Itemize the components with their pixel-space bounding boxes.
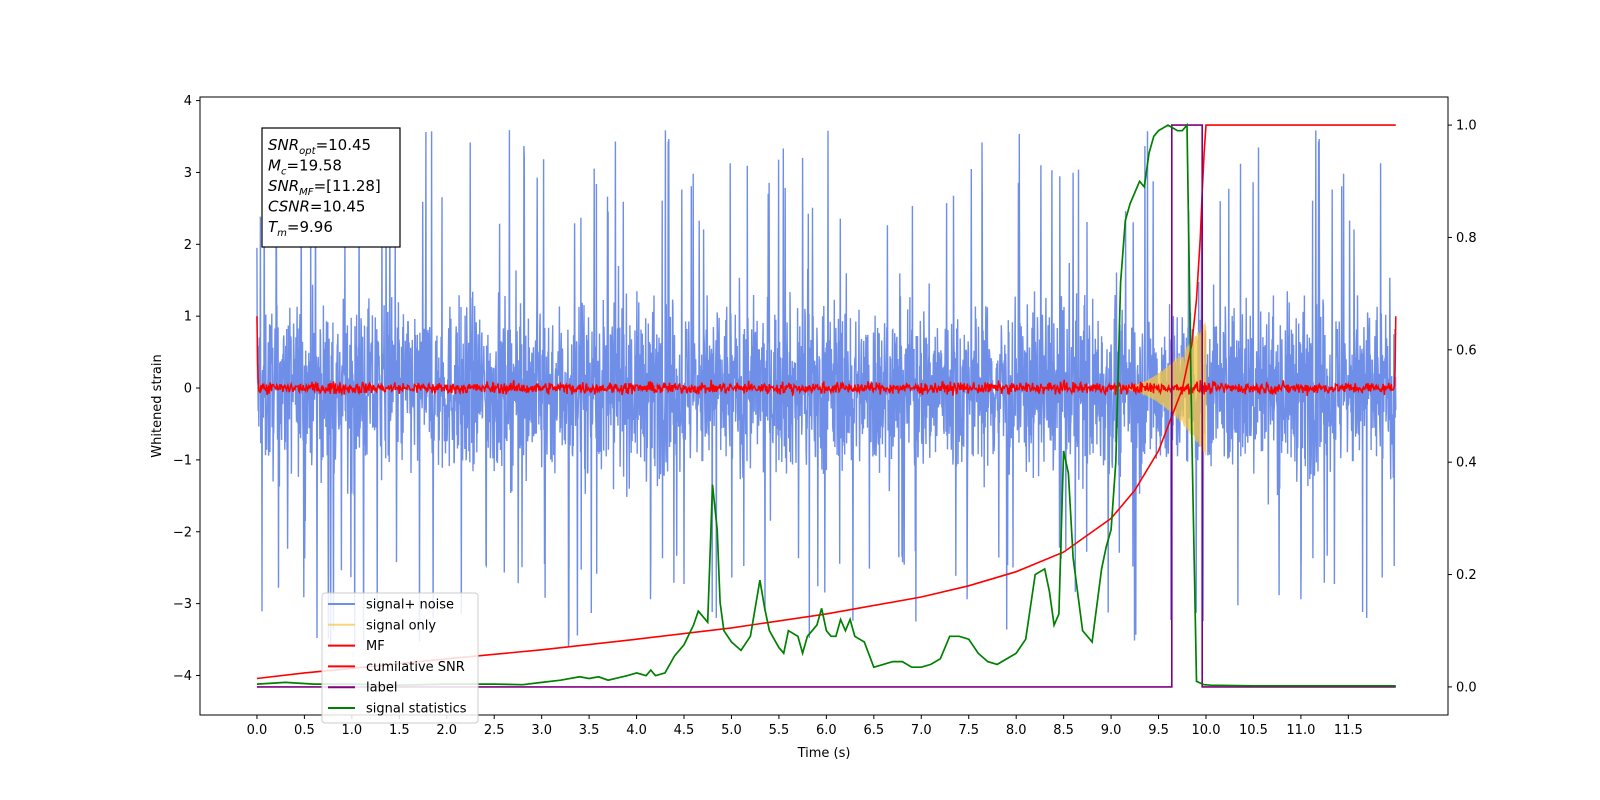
x-tick-label: 2.5 [484, 723, 505, 738]
y-tick-label: 4 [184, 94, 192, 109]
series-mf [256, 316, 1397, 397]
x-tick-label: 8.5 [1053, 723, 1074, 738]
y-tick-label: 3 [184, 166, 192, 181]
y2-tick-label: 0.0 [1456, 680, 1477, 695]
y-tick-label: 0 [184, 382, 192, 397]
x-tick-label: 2.0 [436, 723, 457, 738]
annotation-line: SNRMF=[11.28] [268, 177, 381, 198]
annotation-line: Mc=19.58 [268, 157, 342, 178]
y2-tick-label: 0.2 [1456, 568, 1477, 583]
x-tick-label: 11.0 [1286, 723, 1315, 738]
x-tick-label: 9.0 [1101, 723, 1122, 738]
y2-tick-label: 0.4 [1456, 456, 1477, 471]
legend-label: label [366, 681, 397, 696]
legend-label: signal+ noise [366, 598, 454, 613]
plot-area [256, 122, 1397, 688]
x-tick-label: 4.0 [626, 723, 647, 738]
x-tick-label: 0.5 [294, 723, 315, 738]
annotation-line: CSNR=10.45 [268, 198, 365, 216]
legend-label: signal statistics [366, 702, 467, 717]
legend-label: MF [366, 639, 385, 654]
y-tick-label: 1 [184, 310, 192, 325]
x-tick-label: 9.5 [1148, 723, 1169, 738]
x-tick-label: 5.5 [769, 723, 790, 738]
x-tick-label: 6.0 [816, 723, 837, 738]
legend-frame [321, 592, 479, 724]
x-axis: 0.0 0.5 1.0 1.5 2.0 2.5 3.0 3.5 4.0 4.5 5.0 5.5 6.0 6… [247, 715, 1363, 738]
y-tick-label: 2 [184, 238, 192, 253]
x-tick-label: 8.0 [1006, 723, 1027, 738]
x-tick-label: 0.0 [247, 723, 268, 738]
y-tick-label: −1 [173, 453, 192, 468]
x-tick-label: 5.0 [721, 723, 742, 738]
annotation-frame [261, 127, 401, 248]
y2-tick-label: 0.6 [1456, 343, 1477, 358]
x-axis-title: Time (s) [797, 746, 851, 761]
y2-tick-label: 1.0 [1456, 119, 1477, 134]
x-tick-label: 1.5 [389, 723, 410, 738]
legend: signal+ noise signal only MF cumilative SNR… [321, 592, 479, 724]
y-axis-right: 0.0 0.2 0.4 0.6 0.8 1.0 [1448, 119, 1477, 695]
annotation-line: SNRopt=10.45 [268, 136, 371, 157]
y-tick-label: −2 [173, 525, 192, 540]
x-tick-label: 6.5 [863, 723, 884, 738]
legend-label: signal only [366, 618, 436, 633]
x-tick-label: 4.5 [674, 723, 695, 738]
x-tick-label: 1.0 [342, 723, 363, 738]
annotation-line: Tm=9.96 [268, 218, 333, 239]
x-tick-label: 7.5 [958, 723, 979, 738]
x-tick-label: 11.5 [1334, 723, 1363, 738]
series-signal-statistics [256, 122, 1396, 687]
y-tick-label: −4 [173, 669, 192, 684]
y2-tick-label: 0.8 [1456, 231, 1477, 246]
x-tick-label: 10.0 [1192, 723, 1221, 738]
x-tick-label: 7.0 [911, 723, 932, 738]
y-axis-title: Whitened strain [150, 354, 165, 457]
series-cumulative-snr [256, 124, 1396, 680]
parameter-annotation-box: SNRopt=10.45Mc=19.58SNRMF=[11.28]CSNR=10… [261, 127, 401, 248]
x-tick-label: 3.5 [579, 723, 600, 738]
x-tick-label: 10.5 [1239, 723, 1268, 738]
y-tick-label: −3 [173, 597, 192, 612]
axes-frame [199, 96, 1449, 716]
y-axis-left: 4 3 2 1 0 −1 −2 −3 −4 [173, 94, 200, 684]
x-tick-label: 3.0 [531, 723, 552, 738]
legend-label: cumilative SNR [366, 660, 465, 675]
